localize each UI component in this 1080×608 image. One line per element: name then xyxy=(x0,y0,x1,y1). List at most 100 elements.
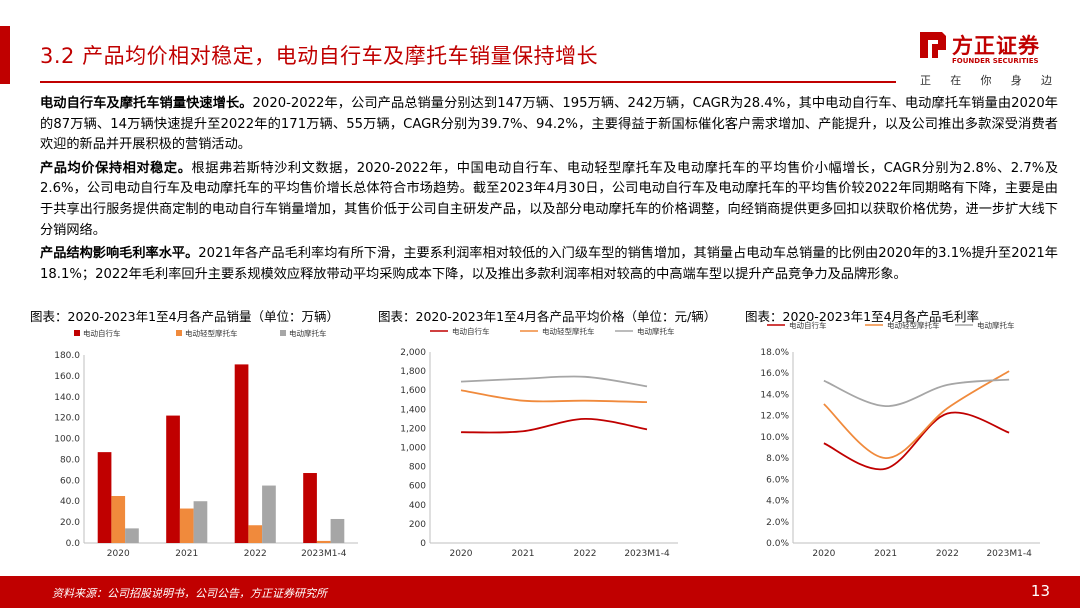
chart-title: 图表：2020-2023年1至4月各产品销量（单位：万辆） xyxy=(30,309,340,324)
series-line-电动轻型摩托车 xyxy=(460,389,648,404)
y-tick-label: 6.0% xyxy=(766,475,789,485)
price-chart: 图表：2020-2023年1至4月各产品平均价格（单位：元/辆） 0 200 400… xyxy=(378,300,718,570)
bar-电动摩托车-2020 xyxy=(125,528,139,543)
series-line-电动摩托车 xyxy=(823,378,1010,408)
slogan-char: 在 xyxy=(950,74,962,87)
x-tick-label: 2021 xyxy=(512,549,535,559)
y-tick-label: 40.0 xyxy=(60,497,80,507)
legend-label: 电动摩托车 xyxy=(977,320,1015,330)
legend-label: 电动轻型摩托车 xyxy=(542,326,595,336)
legend-swatch xyxy=(176,330,182,336)
bar-电动自行车-2021 xyxy=(166,415,180,543)
slogan-char: 身 xyxy=(1010,74,1022,87)
x-tick-label: 2023M1-4 xyxy=(986,549,1032,559)
x-tick-label: 2023M1-4 xyxy=(624,549,670,559)
slogan-char: 边 xyxy=(1041,74,1052,87)
bar-电动摩托车-2023M1-4 xyxy=(330,518,345,543)
x-tick-label: 2021 xyxy=(874,549,897,559)
title-divider xyxy=(40,81,896,83)
y-tick-label: 60.0 xyxy=(60,476,80,486)
y-tick-label: 12.0% xyxy=(760,412,789,422)
y-tick-label: 180.0 xyxy=(54,351,80,361)
y-tick-label: 200 xyxy=(409,520,426,530)
price-line-chart: 0 200 400 600 800 1,000 1,200 1,400 1,600 1,800 2,… xyxy=(400,326,678,559)
legend-swatch xyxy=(280,330,286,336)
paragraph-lead: 产品结构影响毛利率水平。 xyxy=(40,246,199,262)
y-tick-label: 160.0 xyxy=(54,372,80,382)
bar-电动自行车-2023M1-4 xyxy=(303,473,317,543)
source-note: 资料来源：公司招股说明书，公司公告，方正证券研究所 xyxy=(52,587,327,600)
paragraph-text: 根据弗若斯特沙利文数据，2020-2022年，中国电动自行车、电动轻型摩托车及电… xyxy=(40,160,1059,238)
logo-name-en: FOUNDER SECURITIES xyxy=(952,57,1039,65)
slogan-char: 正 xyxy=(920,74,931,87)
y-tick-label: 1,200 xyxy=(400,424,426,434)
legend-label: 电动轻型摩托车 xyxy=(185,328,238,338)
footer-bar: 资料来源：公司招股说明书，公司公告，方正证券研究所 13 xyxy=(0,576,1080,608)
legend-label: 电动自行车 xyxy=(452,326,490,336)
body-text: 电动自行车及摩托车销量快速增长。2020-2022年，公司产品总销量分别达到14… xyxy=(40,94,1058,288)
y-tick-label: 1,800 xyxy=(400,367,426,377)
y-tick-label: 2.0% xyxy=(766,518,789,528)
margin-line-chart: 0.0% 2.0% 4.0% 6.0% 8.0% 10.0% 12.0% 14.0% 16.0%… xyxy=(760,320,1040,559)
x-tick-label: 2021 xyxy=(175,549,198,559)
company-logo: 方正证券 FOUNDER SECURITIES 正 在 你 身 边 xyxy=(918,28,1058,88)
series-line-电动自行车 xyxy=(823,411,1010,471)
y-tick-label: 1,400 xyxy=(400,405,426,415)
y-tick-label: 0.0% xyxy=(766,539,789,549)
x-tick-label: 2022 xyxy=(574,549,597,559)
bar-电动轻型摩托车-2023M1-4 xyxy=(316,540,331,543)
slogan-char: 你 xyxy=(980,74,992,87)
y-tick-label: 600 xyxy=(409,482,426,492)
x-tick-label: 2020 xyxy=(812,549,835,559)
series-line-电动摩托车 xyxy=(460,375,648,388)
y-tick-label: 100.0 xyxy=(54,435,80,445)
bar-电动摩托车-2022 xyxy=(262,485,276,543)
legend-label: 电动自行车 xyxy=(789,320,827,330)
margin-chart: 图表：2020-2023年1至4月各产品毛利率 0.0% 2.0% 4.0% 6.0%… xyxy=(745,300,1065,570)
paragraph-text: 2020-2022年，公司产品总销量分别达到147万辆、195万辆、242万辆，… xyxy=(40,96,1058,153)
x-tick-label: 2023M1-4 xyxy=(301,549,347,559)
legend-label: 电动自行车 xyxy=(83,328,121,338)
bar-电动轻型摩托车-2022 xyxy=(248,525,263,543)
y-tick-label: 140.0 xyxy=(54,393,80,403)
paragraph-sales: 电动自行车及摩托车销量快速增长。2020-2022年，公司产品总销量分别达到14… xyxy=(40,94,1058,156)
y-tick-label: 1,600 xyxy=(400,386,426,396)
bar-电动轻型摩托车-2020 xyxy=(111,496,126,543)
page-title: 3.2 产品均价相对稳定，电动自行车及摩托车销量保持增长 xyxy=(40,44,599,68)
chart-title: 图表：2020-2023年1至4月各产品平均价格（单位：元/辆） xyxy=(378,309,717,324)
y-tick-label: 20.0 xyxy=(60,518,80,528)
legend-label: 电动摩托车 xyxy=(289,328,327,338)
bar-电动摩托车-2021 xyxy=(193,501,208,543)
y-tick-label: 4.0% xyxy=(766,497,789,507)
legend-swatch xyxy=(74,330,80,336)
x-tick-label: 2020 xyxy=(107,549,130,559)
y-tick-label: 120.0 xyxy=(54,414,80,424)
y-tick-label: 10.0% xyxy=(760,433,789,443)
page-number: 13 xyxy=(1030,582,1050,600)
y-tick-label: 16.0% xyxy=(760,369,789,379)
logo-name: 方正证券 xyxy=(952,34,1040,58)
y-tick-label: 2,000 xyxy=(400,348,426,358)
y-tick-label: 80.0 xyxy=(60,455,80,465)
legend-label: 电动摩托车 xyxy=(637,326,675,336)
x-tick-label: 2020 xyxy=(450,549,473,559)
paragraph-margin: 产品结构影响毛利率水平。2021年各产品毛利率均有所下滑，主要系利润率相对较低的… xyxy=(40,244,1058,285)
paragraph-lead: 电动自行车及摩托车销量快速增长。 xyxy=(40,96,253,111)
series-line-电动轻型摩托车 xyxy=(823,370,1010,460)
founder-logo-icon xyxy=(920,32,946,58)
bar-电动轻型摩托车-2021 xyxy=(179,508,194,543)
y-tick-label: 1,000 xyxy=(400,444,426,454)
chart-title: 图表：2020-2023年1至4月各产品毛利率 xyxy=(745,309,980,324)
y-tick-label: 0 xyxy=(420,539,426,549)
y-tick-label: 0.0 xyxy=(66,539,81,549)
title-accent-bar xyxy=(0,26,10,84)
paragraph-lead: 产品均价保持相对稳定。 xyxy=(40,160,192,176)
sales-bar-chart: 0.0 20.0 40.0 60.0 80.0 100.0 120.0 140.0 160.0 1… xyxy=(54,328,358,559)
sales-chart: 图表：2020-2023年1至4月各产品销量（单位：万辆） 0.0 20.0 40.… xyxy=(30,300,370,570)
y-tick-label: 8.0% xyxy=(766,454,789,464)
paragraph-text: 2021年各产品毛利率均有所下滑，主要系利润率相对较低的入门级车型的销售增加，其… xyxy=(40,246,1058,282)
bar-电动自行车-2022 xyxy=(234,364,249,543)
series-line-电动自行车 xyxy=(460,417,648,434)
x-tick-label: 2022 xyxy=(936,549,959,559)
legend-label: 电动轻型摩托车 xyxy=(887,320,940,330)
